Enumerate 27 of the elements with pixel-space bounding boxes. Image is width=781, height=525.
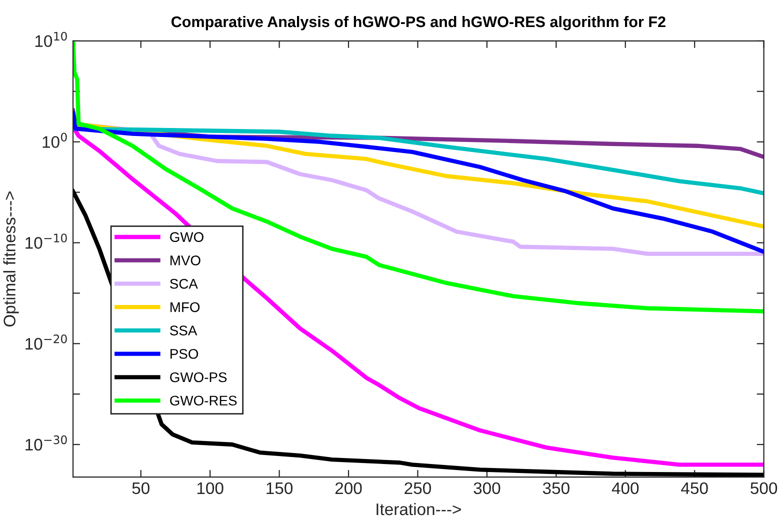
legend-label: GWO-RES [170,396,237,406]
x-tick-label: 350 [542,482,570,494]
x-tick-label: 50 [132,482,150,494]
legend-label: GWO-PS [170,372,227,382]
y-axis-title: Optimal fitness---> [3,191,19,326]
legend-label: SSA [170,326,198,336]
y-tick-label: 10$^{−30}$ [26,435,67,451]
x-tick-label: 450 [681,482,708,494]
x-tick-label: 150 [266,482,293,494]
x-tick-label: 250 [404,482,431,494]
x-tick-label: 500 [750,482,778,494]
legend-label: MVO [170,256,200,266]
legend-label: PSO [170,348,198,359]
legend-label: MFO [170,302,200,312]
y-tick-label: 10$^{−10}$ [26,234,67,249]
x-tick-label: 200 [335,482,362,494]
x-tick-label: 300 [474,482,500,494]
x-tick-label: 100 [197,482,224,494]
y-tick-label: 10$^{0}$ [42,132,67,148]
y-tick-label: 10$^{10}$ [35,32,67,48]
legend-label: SCA [170,278,198,289]
legend-label: GWO [170,232,204,242]
chart-title: Comparative Analysis of hGWO-PS and hGWO-RES algorithm for F2 [171,16,666,30]
x-axis-title: Iteration---> [376,502,461,516]
line-series [73,126,764,196]
y-tick-label: 10$^{−20}$ [26,334,67,350]
x-tick-label: 400 [612,482,639,494]
